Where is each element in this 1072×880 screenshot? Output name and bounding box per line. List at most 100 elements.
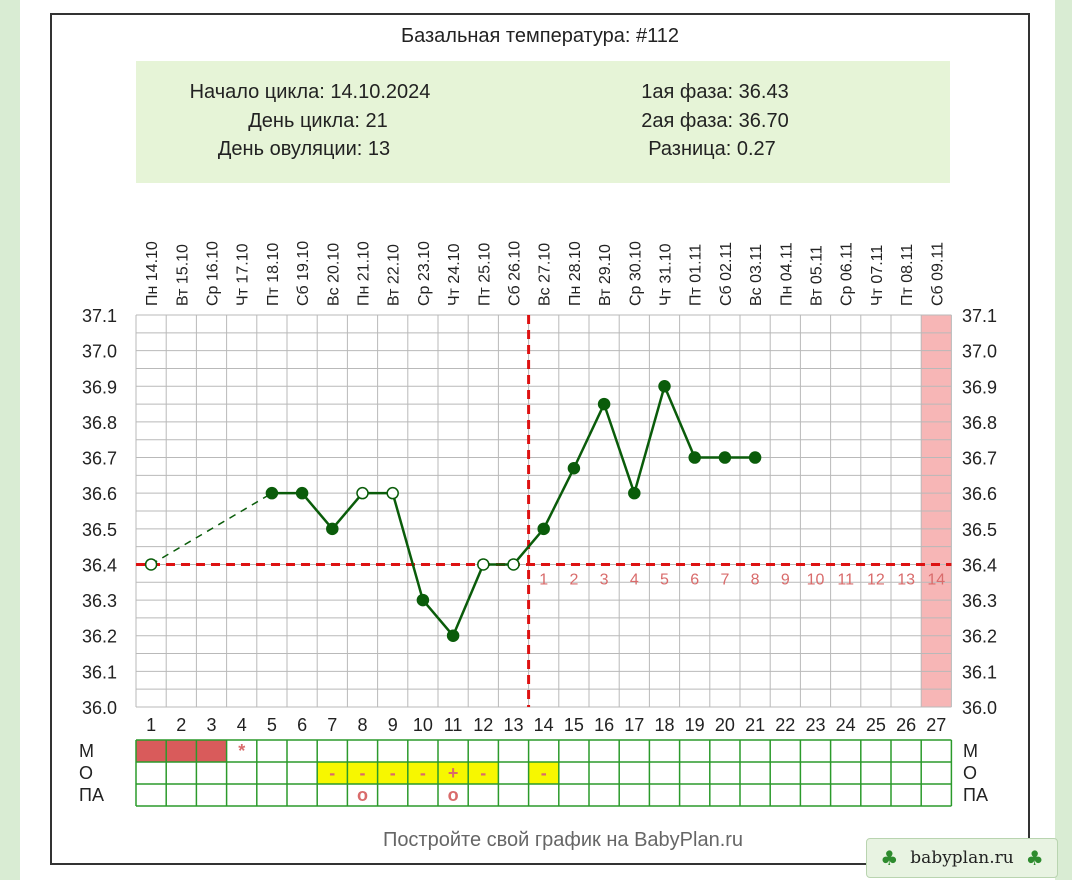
- badge-text: babyplan.ru: [910, 848, 1014, 868]
- x-date-label: Пн 21.10: [356, 241, 373, 306]
- data-segment: [542, 467, 576, 530]
- y-tick-label-right: 36.1: [962, 662, 997, 682]
- babyplan-badge[interactable]: ♣ babyplan.ru ♣: [866, 838, 1058, 878]
- x-day-number: 6: [297, 715, 307, 735]
- data-point: [537, 522, 550, 536]
- chart-title: Базальная температура: #112: [401, 25, 679, 47]
- data-segment: [451, 563, 485, 637]
- data-point-excluded: [477, 558, 490, 571]
- x-date-label: Чт 17.10: [235, 243, 252, 306]
- y-tick-label-left: 36.2: [82, 627, 117, 647]
- x-day-number: 12: [473, 715, 493, 735]
- phase2-day-label: 6: [690, 571, 699, 588]
- x-day-number: 9: [388, 715, 398, 735]
- x-date-label: Пт 18.10: [265, 243, 282, 306]
- phase2-day-label: 14: [927, 571, 945, 588]
- x-date-label: Вт 22.10: [386, 244, 403, 306]
- x-date-label: Вс 20.10: [325, 243, 342, 306]
- phase2-day-label: 2: [569, 571, 578, 588]
- x-day-number: 18: [654, 715, 674, 735]
- data-point: [658, 380, 671, 393]
- phase2-day-label: 7: [720, 571, 729, 588]
- x-day-number: 16: [594, 715, 614, 735]
- period-cell: [196, 740, 227, 762]
- mucus-cell: [468, 762, 499, 784]
- x-date-label: Чт 24.10: [446, 243, 463, 306]
- data-point-excluded: [356, 486, 369, 500]
- x-date-label: Вт 15.10: [174, 244, 191, 306]
- x-date-label: Вт 29.10: [597, 244, 614, 306]
- x-day-number: 25: [866, 715, 886, 735]
- x-date-label: Чт 31.10: [658, 243, 675, 306]
- phase1-avg-text: 1ая фаза: 36.43: [641, 81, 788, 103]
- x-day-number: 5: [267, 715, 277, 735]
- data-point: [688, 451, 701, 464]
- x-date-label: Ср 23.10: [416, 241, 433, 306]
- x-date-label: Вс 03.11: [748, 244, 765, 306]
- x-day-number: 21: [745, 715, 765, 735]
- y-tick-label-left: 36.5: [82, 520, 117, 540]
- y-tick-label-right: 36.5: [962, 520, 997, 540]
- x-day-number: 4: [237, 715, 247, 735]
- data-segment: [331, 492, 364, 530]
- x-date-label: Вт 05.11: [809, 245, 826, 306]
- y-tick-label-left: 36.6: [82, 484, 117, 504]
- y-tick-label-left: 36.8: [82, 413, 117, 433]
- x-day-number: 22: [775, 715, 795, 735]
- x-day-number: 14: [534, 715, 554, 735]
- y-tick-label-left: 36.4: [82, 555, 117, 575]
- phase2-day-label: 10: [807, 571, 825, 588]
- phase2-day-label: 5: [660, 571, 669, 588]
- x-date-label: Ср 06.11: [839, 242, 856, 306]
- mucus-cell: [528, 762, 559, 784]
- x-day-number: 27: [926, 715, 946, 735]
- x-day-number: 7: [327, 715, 337, 735]
- x-date-label: Ср 16.10: [205, 241, 222, 306]
- x-day-number: 1: [146, 715, 156, 735]
- table-mark: -: [541, 763, 547, 783]
- data-point: [446, 629, 460, 642]
- data-segment: [391, 492, 425, 601]
- data-point: [265, 486, 279, 500]
- phase2-day-label: 12: [867, 571, 885, 588]
- y-tick-label-left: 36.0: [82, 698, 117, 718]
- plot-area: 37.1 37.1 37.0 37.0 36.9 36.9 36.8 36.8 36.7 36.7…: [82, 241, 997, 735]
- y-tick-label-left: 37.0: [82, 342, 117, 362]
- data-point: [718, 451, 732, 464]
- x-day-number: 11: [444, 715, 463, 735]
- table-row-label-left: О: [79, 763, 93, 783]
- phase2-day-label: 13: [897, 571, 915, 588]
- data-segment: [663, 385, 696, 459]
- data-point: [597, 397, 611, 411]
- phase2-day-label: 11: [837, 571, 854, 588]
- x-date-label: Сб 09.11: [929, 242, 946, 306]
- table-mark: -: [329, 763, 335, 783]
- x-day-number: 24: [836, 715, 856, 735]
- table-mark: -: [480, 763, 486, 783]
- x-day-number: 13: [503, 715, 523, 735]
- table-row-label-left: М: [79, 741, 94, 761]
- mucus-cell: [347, 762, 378, 784]
- x-day-number: 20: [715, 715, 735, 735]
- phase2-day-label: 4: [630, 571, 639, 588]
- x-day-number: 23: [805, 715, 825, 735]
- phase2-day-label: 1: [539, 571, 548, 588]
- data-segment: [512, 528, 545, 566]
- y-tick-label-right: 37.0: [962, 342, 997, 362]
- table-mark: -: [360, 763, 366, 783]
- y-tick-label-right: 36.6: [962, 484, 997, 504]
- y-tick-label-right: 36.3: [962, 591, 997, 611]
- symptom-table: М МО ОПА ПА*- - - - + - -o o: [79, 739, 988, 807]
- y-tick-label-right: 36.7: [962, 449, 997, 469]
- x-date-label: Сб 19.10: [295, 241, 312, 306]
- data-segment: [301, 492, 334, 530]
- clover-icon: ♣: [880, 846, 899, 870]
- mucus-cell: [377, 762, 408, 784]
- data-segment: [421, 599, 455, 637]
- footer-link-text[interactable]: Постройте свой график на BabyPlan.ru: [383, 829, 743, 851]
- y-tick-label-right: 36.9: [962, 377, 997, 397]
- y-tick-label-right: 36.4: [962, 555, 997, 575]
- table-row-label-right: ПА: [963, 785, 988, 805]
- x-date-label: Пн 14.10: [144, 241, 161, 306]
- x-date-label: Пн 28.10: [567, 241, 584, 306]
